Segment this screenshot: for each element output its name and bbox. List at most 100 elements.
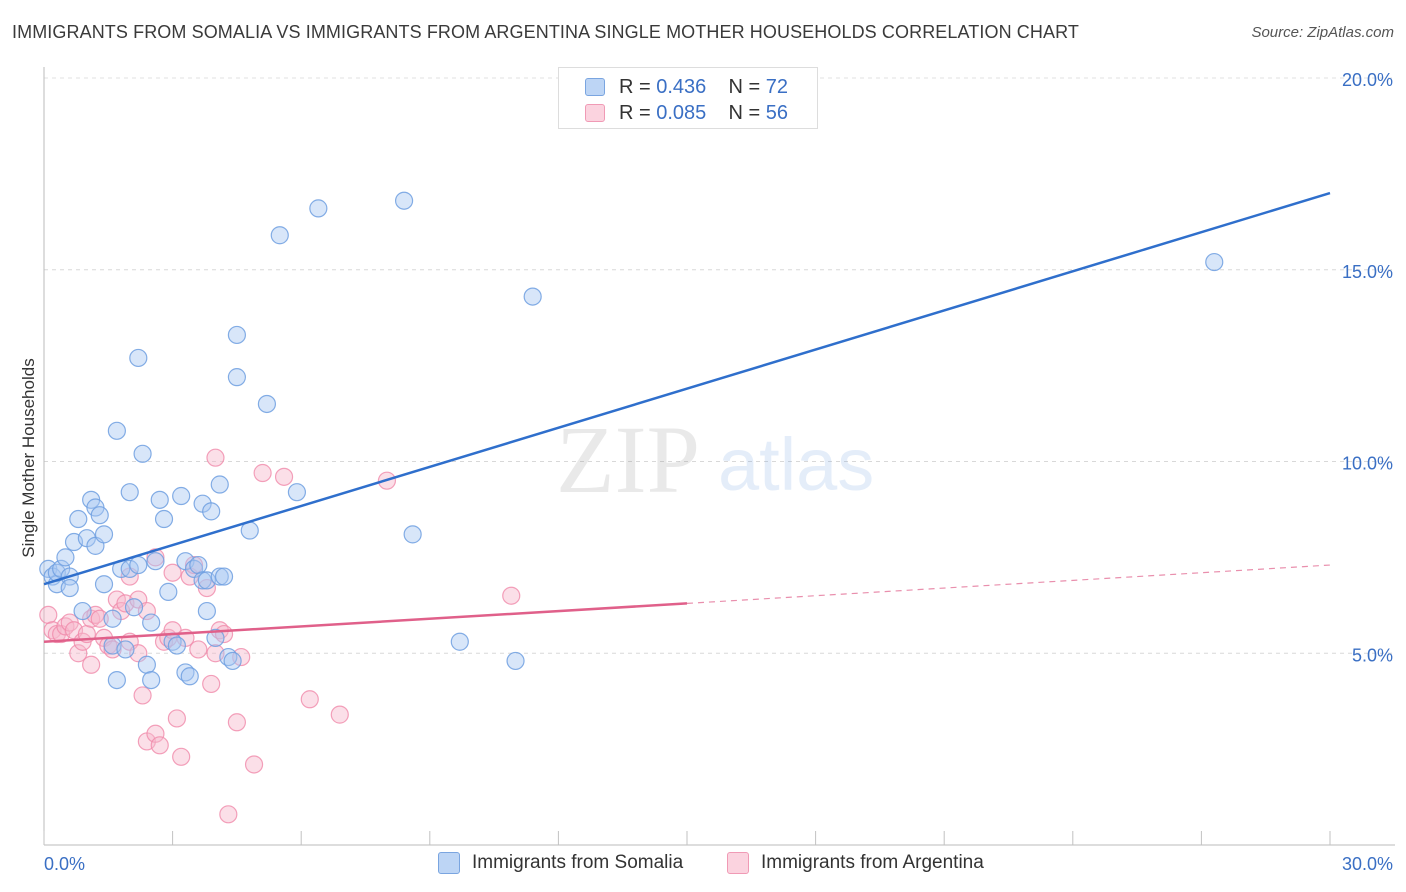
data-point-argentina	[150, 736, 169, 755]
data-point-argentina	[39, 605, 58, 625]
data-point-argentina	[219, 805, 238, 824]
legend-swatch-somalia	[585, 78, 605, 96]
data-point-argentina	[146, 548, 165, 567]
data-point-argentina	[167, 709, 186, 728]
data-point-somalia	[197, 601, 216, 621]
data-point-argentina	[107, 590, 126, 609]
data-point-somalia	[227, 325, 246, 345]
data-point-somalia	[210, 567, 229, 586]
data-point-somalia	[154, 509, 174, 529]
bottom-legend-label-argentina: Immigrants from Argentina	[761, 852, 984, 873]
data-point-argentina	[274, 467, 294, 486]
data-point-somalia	[210, 475, 229, 494]
trend-line-somalia	[43, 191, 1331, 586]
bottom-legend-swatch-somalia	[438, 852, 460, 874]
data-point-somalia	[227, 368, 246, 387]
chart-title: IMMIGRANTS FROM SOMALIA VS IMMIGRANTS FR…	[12, 22, 1079, 42]
data-point-argentina	[206, 448, 225, 467]
x-tick-label: 30.0%	[1342, 854, 1393, 874]
x-tick-label: 0.0%	[44, 854, 85, 874]
data-point-argentina	[103, 640, 122, 659]
data-point-somalia	[270, 226, 289, 245]
data-point-somalia	[167, 636, 186, 655]
legend-n-value-argentina: 56	[765, 102, 789, 124]
data-point-somalia	[129, 555, 148, 575]
data-point-somalia	[103, 609, 122, 628]
data-point-somalia	[202, 502, 221, 521]
data-point-somalia	[523, 287, 542, 306]
watermark-zip: ZIP	[556, 406, 700, 513]
data-point-somalia	[56, 548, 75, 567]
bottom-legend-swatch-argentina	[727, 852, 749, 874]
data-point-argentina	[189, 640, 208, 659]
data-point-somalia	[1205, 252, 1224, 272]
data-point-argentina	[146, 724, 165, 743]
legend-r-value-argentina: 0.085	[656, 102, 707, 124]
y-tick-label: 20.0%	[1342, 70, 1393, 90]
bottom-legend-label-somalia: Immigrants from Somalia	[472, 852, 684, 873]
series-argentina-points	[39, 448, 521, 824]
legend: R = 0.436 N = 72 R = 0.085 N = 56	[558, 67, 818, 129]
data-point-somalia	[120, 483, 139, 502]
data-point-somalia	[73, 601, 92, 621]
data-point-somalia	[403, 525, 422, 544]
y-tick-label: 5.0%	[1352, 645, 1393, 665]
data-point-argentina	[330, 705, 349, 724]
data-point-argentina	[184, 555, 204, 575]
data-point-somalia	[107, 421, 126, 440]
data-point-somalia	[150, 490, 169, 509]
data-point-argentina	[244, 755, 264, 774]
data-point-somalia	[223, 651, 242, 671]
axes	[43, 67, 1395, 846]
legend-r-label: R =	[619, 76, 657, 98]
legend-n-label: N =	[728, 76, 766, 98]
data-point-somalia	[172, 486, 191, 506]
data-point-argentina	[163, 563, 182, 582]
data-point-somalia	[193, 571, 212, 590]
data-point-argentina	[232, 647, 251, 667]
data-point-somalia	[206, 628, 225, 648]
data-point-somalia	[257, 394, 277, 414]
data-point-somalia	[107, 670, 126, 690]
y-axis-label: Single Mother Households	[19, 358, 38, 557]
data-point-somalia	[90, 506, 109, 525]
data-point-somalia	[146, 552, 165, 571]
data-point-somalia	[180, 667, 199, 686]
data-point-argentina	[133, 686, 152, 705]
data-point-somalia	[394, 191, 414, 210]
data-point-somalia	[124, 598, 144, 617]
data-point-somalia	[142, 670, 161, 690]
data-point-somalia	[60, 578, 79, 598]
data-point-argentina	[300, 690, 319, 709]
data-point-somalia	[506, 651, 525, 671]
data-point-somalia	[214, 567, 234, 586]
data-point-somalia	[94, 575, 114, 594]
data-point-somalia	[94, 525, 114, 544]
data-point-argentina	[82, 655, 101, 674]
data-point-somalia	[120, 559, 139, 578]
data-point-argentina	[202, 674, 221, 694]
data-point-somalia	[137, 655, 156, 674]
data-point-somalia	[129, 348, 148, 368]
data-point-somalia	[116, 640, 135, 659]
data-point-somalia	[450, 632, 469, 651]
trend-line-argentina-extension	[686, 564, 1331, 604]
data-point-argentina	[502, 586, 521, 605]
tick-labels: 5.0% 10.0% 15.0% 20.0% 0.0% 30.0%	[44, 70, 1393, 874]
gridlines	[44, 77, 1395, 654]
data-point-argentina	[227, 713, 246, 732]
data-point-somalia	[189, 555, 208, 575]
data-point-argentina	[172, 747, 191, 766]
data-point-somalia	[142, 613, 161, 632]
watermark-atlas: atlas	[718, 423, 874, 506]
data-point-somalia	[309, 199, 328, 218]
data-point-argentina	[90, 609, 109, 628]
data-point-argentina	[69, 644, 88, 663]
data-point-argentina	[253, 463, 272, 483]
source-credit: Source: ZipAtlas.com	[1251, 24, 1394, 41]
data-point-somalia	[287, 483, 307, 502]
y-tick-label: 10.0%	[1342, 454, 1393, 474]
data-point-somalia	[69, 509, 88, 529]
watermark: ZIP atlas	[556, 406, 874, 513]
